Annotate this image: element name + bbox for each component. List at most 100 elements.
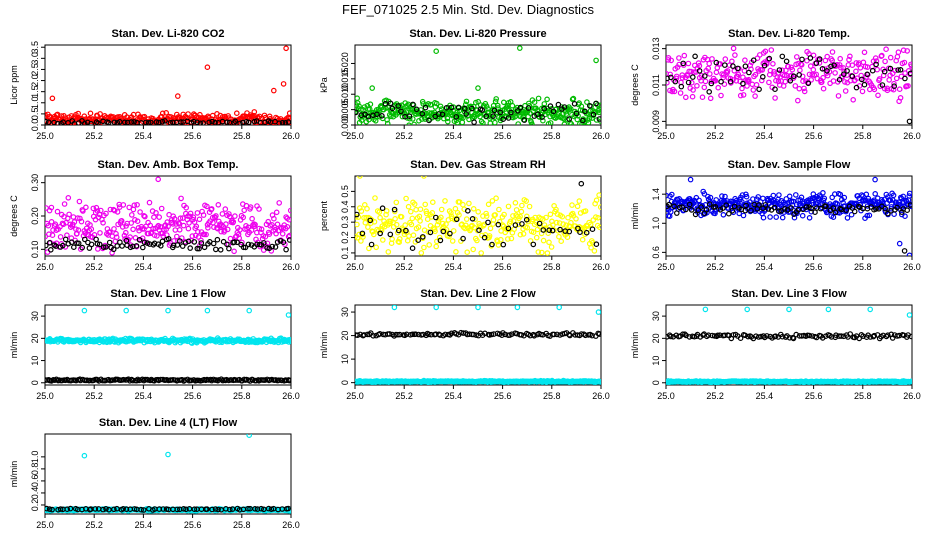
data-point: [419, 234, 426, 240]
data-point: [556, 305, 562, 311]
data-point: [696, 62, 703, 69]
data-point: [893, 75, 900, 82]
data-point: [398, 214, 405, 220]
data-point: [772, 333, 779, 340]
data-point: [227, 506, 233, 513]
data-point: [830, 78, 837, 84]
data-point: [799, 212, 806, 219]
x-tick-label: 25.0: [657, 131, 675, 141]
data-point: [523, 198, 530, 204]
data-point: [505, 115, 512, 121]
x-tick-label: 25.6: [805, 262, 823, 272]
data-point: [143, 119, 149, 125]
data-point: [730, 63, 736, 69]
data-point: [45, 205, 49, 211]
series-main: [355, 176, 601, 256]
data-point: [105, 119, 112, 125]
data-point: [810, 66, 817, 73]
x-tick-label: 25.0: [657, 391, 675, 401]
data-point: [739, 85, 745, 92]
data-point: [475, 209, 482, 215]
data-point: [410, 232, 417, 239]
data-point: [721, 62, 728, 68]
y-tick-label: 0.8: [30, 463, 40, 476]
data-point: [518, 208, 525, 215]
data-point: [725, 210, 732, 217]
data-point: [901, 59, 908, 66]
y-tick-label: 0.20: [30, 207, 40, 225]
data-point: [707, 194, 714, 201]
data-point: [790, 198, 797, 205]
figure-title: FEF_071025 2.5 Min. Std. Dev. Diagnostic…: [342, 2, 594, 17]
data-point: [68, 239, 75, 246]
data-point: [153, 210, 159, 216]
data-point: [177, 238, 183, 244]
data-point: [727, 78, 734, 85]
y-axis-label: kPa: [319, 77, 329, 93]
data-point: [140, 244, 146, 251]
points-layer: [355, 176, 601, 256]
data-point: [246, 119, 252, 125]
data-point: [907, 202, 912, 208]
data-point: [743, 202, 749, 209]
data-point: [668, 191, 675, 198]
data-point: [197, 120, 204, 125]
data-point: [158, 205, 165, 212]
data-point: [49, 95, 56, 102]
data-point: [549, 227, 556, 234]
data-point: [570, 95, 577, 102]
data-point: [462, 225, 468, 232]
data-point: [680, 331, 686, 338]
data-point: [200, 212, 207, 218]
data-point: [46, 506, 53, 512]
data-point: [373, 244, 380, 251]
data-point: [67, 505, 74, 512]
data-point: [829, 49, 836, 55]
data-point: [706, 89, 713, 95]
data-point: [508, 109, 514, 116]
data-point: [94, 241, 101, 247]
data-point: [586, 103, 593, 109]
plot-title: Stan. Dev. Sample Flow: [728, 159, 851, 171]
data-point: [689, 93, 696, 100]
data-point: [748, 207, 754, 214]
plot-title: Stan. Dev. Line 2 Flow: [420, 288, 536, 300]
data-point: [773, 214, 780, 220]
data-point: [541, 222, 548, 228]
data-point: [110, 246, 117, 253]
x-tick-label: 26.0: [592, 131, 610, 141]
points-layer: [666, 45, 912, 125]
y-tick-label: 1.5: [30, 85, 40, 98]
data-point: [64, 506, 71, 513]
data-point: [786, 193, 793, 200]
data-point: [790, 335, 797, 342]
data-point: [223, 221, 229, 227]
data-point: [83, 204, 89, 211]
data-point: [548, 244, 555, 250]
data-point: [753, 82, 760, 88]
data-point: [220, 238, 227, 245]
data-point: [813, 60, 820, 66]
data-point: [439, 111, 446, 118]
data-point: [820, 74, 826, 81]
data-point: [190, 118, 197, 125]
data-point: [514, 108, 521, 114]
data-point: [251, 109, 258, 115]
data-point: [283, 246, 289, 253]
data-point: [682, 331, 688, 338]
x-tick-label: 25.0: [346, 131, 364, 141]
data-point: [740, 74, 746, 81]
x-tick-label: 25.6: [184, 131, 202, 141]
data-point: [241, 207, 248, 214]
data-point: [520, 231, 527, 237]
data-point: [65, 195, 72, 201]
data-point: [265, 124, 270, 125]
data-point: [515, 221, 522, 228]
data-point: [816, 56, 823, 62]
data-point: [521, 117, 528, 123]
data-point: [240, 119, 246, 125]
data-point: [471, 119, 477, 125]
data-point: [450, 228, 457, 234]
plot-panel-6: Stan. Dev. Sample Flow 25.0 25.2 25.4 25.6 25…: [630, 159, 921, 272]
data-point: [452, 205, 459, 212]
